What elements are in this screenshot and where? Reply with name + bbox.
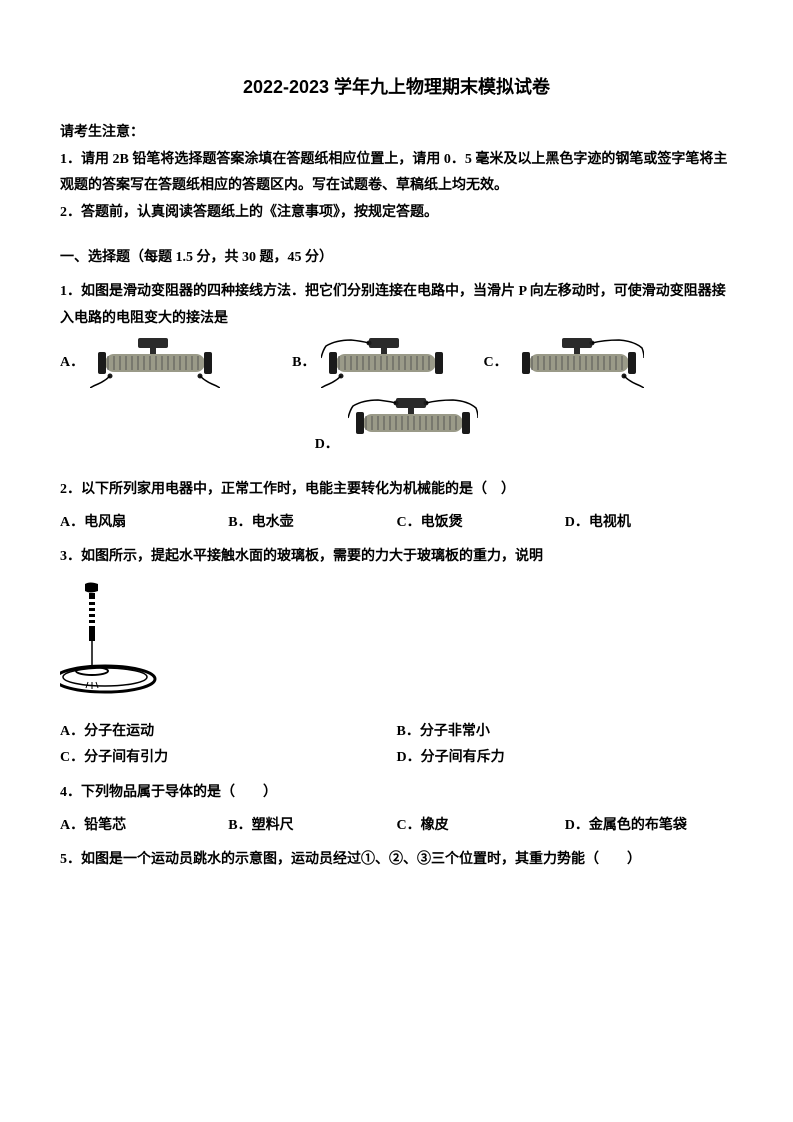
q2-options: A．电风扇 B．电水壶 C．电饭煲 D．电视机: [60, 510, 733, 537]
q4-optB: B．塑料尺: [228, 813, 396, 840]
q2-optA: A．电风扇: [60, 510, 228, 537]
q3-optD: D．分子间有斥力: [397, 745, 734, 772]
instructions-block: 请考生注意： 1．请用 2B 铅笔将选择题答案涂填在答题纸相应位置上，请用 0．…: [60, 120, 733, 226]
question-5: 5．如图是一个运动员跳水的示意图，运动员经过①、②、③三个位置时，其重力势能（ …: [60, 847, 733, 874]
glass-plate-icon: [60, 579, 170, 709]
question-3: 3．如图所示，提起水平接触水面的玻璃板，需要的力大于玻璃板的重力，说明 A．分子…: [60, 544, 733, 772]
q1-optA-label: A．: [60, 350, 84, 377]
q1-option-d-row: D．: [60, 398, 733, 459]
q2-optC: C．电饭煲: [397, 510, 565, 537]
rheostat-b-icon: [321, 338, 451, 388]
rheostat-a-icon: [90, 338, 220, 388]
q1-optB-label: B．: [292, 350, 315, 377]
q3-options: A．分子在运动 B．分子非常小 C．分子间有引力 D．分子间有斥力: [60, 719, 733, 772]
question-2: 2．以下所列家用电器中，正常工作时，电能主要转化为机械能的是（ ） A．电风扇 …: [60, 477, 733, 536]
q1-options-row1: A．: [60, 338, 733, 388]
q4-options: A．铅笔芯 B．塑料尺 C．橡皮 D．金属色的布笔袋: [60, 813, 733, 840]
q1-text: 1．如图是滑动变阻器的四种接线方法．把它们分别连接在电路中，当滑片 P 向左移动…: [60, 279, 733, 332]
rheostat-d-icon: [348, 398, 478, 448]
question-1: 1．如图是滑动变阻器的四种接线方法．把它们分别连接在电路中，当滑片 P 向左移动…: [60, 279, 733, 459]
q3-optB: B．分子非常小: [397, 719, 734, 746]
q1-option-a: A．: [60, 338, 220, 388]
instructions-header: 请考生注意：: [60, 120, 733, 147]
page-title: 2022-2023 学年九上物理期末模拟试卷: [60, 70, 733, 104]
instructions-line1: 1．请用 2B 铅笔将选择题答案涂填在答题纸相应位置上，请用 0．5 毫米及以上…: [60, 147, 733, 200]
q3-optC: C．分子间有引力: [60, 745, 397, 772]
q2-optB: B．电水壶: [228, 510, 396, 537]
q1-optD-label: D．: [315, 437, 339, 452]
q1-option-b: B．: [292, 338, 451, 388]
question-4: 4．下列物品属于导体的是（ ） A．铅笔芯 B．塑料尺 C．橡皮 D．金属色的布…: [60, 780, 733, 839]
q2-optD: D．电视机: [565, 510, 733, 537]
q4-optD: D．金属色的布笔袋: [565, 813, 733, 840]
instructions-line2: 2．答题前，认真阅读答题纸上的《注意事项》，按规定答题。: [60, 200, 733, 227]
q5-text: 5．如图是一个运动员跳水的示意图，运动员经过①、②、③三个位置时，其重力势能（ …: [60, 847, 733, 874]
q1-optC-label: C．: [483, 350, 507, 377]
q3-text: 3．如图所示，提起水平接触水面的玻璃板，需要的力大于玻璃板的重力，说明: [60, 544, 733, 571]
q1-option-d: D．: [315, 398, 479, 459]
q1-option-c: C．: [483, 338, 643, 388]
q2-text: 2．以下所列家用电器中，正常工作时，电能主要转化为机械能的是（ ）: [60, 477, 733, 504]
q3-optA: A．分子在运动: [60, 719, 397, 746]
q4-optC: C．橡皮: [397, 813, 565, 840]
q4-text: 4．下列物品属于导体的是（ ）: [60, 780, 733, 807]
section1-header: 一、选择题（每题 1.5 分，共 30 题，45 分）: [60, 245, 733, 272]
rheostat-c-icon: [514, 338, 644, 388]
q4-optA: A．铅笔芯: [60, 813, 228, 840]
